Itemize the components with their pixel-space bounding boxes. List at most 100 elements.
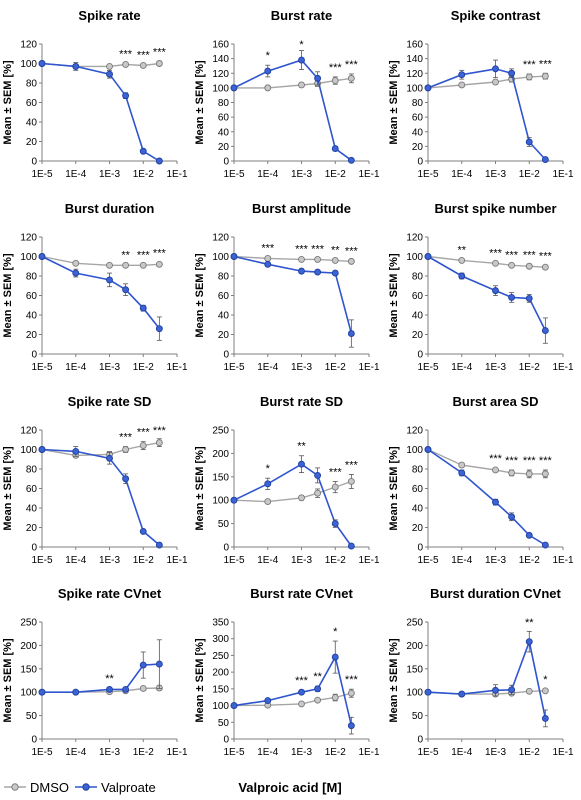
data-point-valproate	[541, 327, 549, 335]
y-tick-label-spike-rate-cvnet: 50	[26, 711, 38, 722]
y-tick-label-spike-rate: 40	[26, 118, 38, 129]
x-tick-label-burst-rate-cvnet: 1E-4	[257, 747, 279, 758]
significance-label-burst-spike-number: ***	[489, 247, 503, 259]
x-tick-label-burst-rate: 1E-2	[325, 169, 347, 180]
significance-label-burst-duration: ***	[137, 249, 151, 261]
chart-burst-area-sd: Burst area SD Mean ± SEM [%] 0 20 40 60 80 100 1…	[388, 394, 574, 566]
legend-valproate-marker	[82, 783, 90, 791]
data-point-dmso	[331, 483, 339, 491]
y-axis-title-spike-rate-sd: Mean ± SEM [%]	[2, 446, 14, 531]
y-tick-label-spike-rate: 120	[20, 40, 37, 51]
chart-burst-rate-cvnet: Burst rate CVnet Mean ± SEM [%] 0 50 100 150 2…	[194, 586, 380, 758]
series-valproate-burst-area-sd	[424, 446, 549, 549]
data-point-dmso	[525, 262, 533, 270]
x-tick-label-burst-duration-cvnet: 1E-4	[451, 747, 473, 758]
y-tick-label-spike-rate-sd: 80	[26, 465, 38, 476]
y-tick-label-burst-duration-cvnet: 250	[406, 618, 423, 629]
data-point-valproate	[314, 268, 322, 276]
data-point-valproate	[525, 294, 533, 302]
data-point-valproate	[541, 714, 549, 722]
data-point-valproate	[122, 92, 130, 100]
y-tick-label-burst-rate-sd: 100	[212, 496, 229, 507]
data-point-dmso	[155, 439, 163, 447]
y-tick-label-spike-rate-sd: 40	[26, 504, 38, 515]
data-point-valproate	[492, 686, 499, 694]
data-point-dmso	[492, 78, 499, 86]
x-tick-label-burst-rate-cvnet: 1E-5	[223, 747, 245, 758]
data-point-dmso	[314, 696, 322, 704]
x-tick-label-burst-area-sd: 1E-2	[519, 555, 541, 566]
x-tick-label-burst-rate-sd: 1E-3	[291, 555, 313, 566]
chart-burst-amplitude: Burst amplitude Mean ± SEM [%] 0 20 40 60 80 10…	[194, 201, 380, 373]
data-point-dmso	[139, 685, 147, 692]
significance-label-spike-rate: ***	[119, 49, 133, 61]
chart-title-spike-rate-cvnet: Spike rate CVnet	[58, 586, 162, 601]
data-point-valproate	[72, 62, 80, 70]
chart-spike-rate: Spike rate Mean ± SEM [%] 0 20 40 60 80 100 120 1…	[2, 8, 188, 180]
data-point-dmso	[458, 461, 466, 469]
x-tick-label-burst-rate-sd: 1E-1	[358, 555, 380, 566]
y-axis-title-burst-duration: Mean ± SEM [%]	[2, 253, 14, 338]
data-point-valproate	[508, 294, 516, 301]
significance-label-spike-contrast: ***	[523, 59, 537, 71]
y-tick-label-spike-rate-cvnet: 100	[20, 688, 37, 699]
data-point-valproate	[264, 260, 272, 268]
x-tick-label-spike-rate: 1E-2	[133, 169, 155, 180]
data-point-dmso	[331, 77, 339, 85]
series-valproate-burst-spike-number	[424, 253, 549, 344]
y-tick-label-burst-amplitude: 60	[218, 291, 230, 302]
x-tick-label-burst-rate: 1E-1	[358, 169, 380, 180]
data-point-dmso	[298, 700, 305, 708]
data-point-valproate	[525, 531, 533, 539]
data-point-valproate	[122, 286, 130, 294]
y-tick-label-spike-rate-sd: 60	[26, 484, 38, 495]
x-tick-label-burst-amplitude: 1E-1	[358, 362, 380, 373]
significance-label-burst-amplitude: ***	[311, 243, 325, 255]
data-point-valproate	[347, 156, 355, 164]
significance-label-burst-rate: *	[299, 39, 304, 51]
y-tick-label-spike-rate-sd: 20	[26, 523, 38, 534]
data-point-valproate	[424, 253, 432, 260]
y-tick-label-burst-rate-cvnet: 300	[212, 634, 229, 645]
data-point-dmso	[541, 470, 549, 478]
y-tick-label-spike-rate-cvnet: 200	[20, 641, 37, 652]
significance-label-burst-spike-number: ***	[539, 250, 553, 262]
data-point-valproate	[155, 157, 163, 165]
y-tick-label-spike-rate-sd: 0	[31, 543, 37, 554]
y-tick-label-burst-rate-cvnet: 250	[212, 651, 229, 662]
chart-title-spike-rate: Spike rate	[78, 8, 140, 23]
x-tick-label-burst-rate-sd: 1E-5	[223, 555, 245, 566]
series-valproate-burst-amplitude	[230, 253, 355, 348]
x-tick-label-burst-duration: 1E-3	[99, 362, 121, 373]
data-point-dmso	[139, 442, 147, 450]
y-tick-label-burst-duration: 120	[20, 233, 37, 244]
significance-label-burst-spike-number: **	[457, 244, 466, 256]
data-point-valproate	[492, 498, 499, 506]
x-tick-label-burst-spike-number: 1E-2	[519, 362, 541, 373]
series-dmso-burst-rate	[230, 73, 355, 92]
x-tick-label-burst-rate-sd: 1E-2	[325, 555, 347, 566]
x-tick-label-spike-rate-sd: 1E-2	[133, 555, 155, 566]
x-tick-label-burst-rate: 1E-3	[291, 169, 313, 180]
x-tick-label-spike-rate: 1E-1	[166, 169, 188, 180]
data-point-valproate	[72, 448, 80, 455]
data-point-valproate	[106, 70, 113, 78]
data-point-valproate	[508, 69, 516, 77]
data-point-dmso	[347, 689, 355, 697]
series-valproate-burst-rate-sd	[230, 455, 355, 550]
y-tick-label-spike-rate: 0	[31, 157, 37, 168]
y-tick-label-burst-spike-number: 80	[412, 272, 424, 283]
significance-label-burst-rate-cvnet: ***	[345, 674, 359, 686]
x-tick-label-burst-duration-cvnet: 1E-2	[519, 747, 541, 758]
data-point-valproate	[458, 71, 466, 79]
data-point-valproate	[38, 446, 46, 453]
x-tick-label-burst-spike-number: 1E-1	[552, 362, 574, 373]
data-point-valproate	[298, 688, 305, 696]
data-point-valproate	[38, 688, 46, 696]
y-tick-label-burst-rate-sd: 200	[212, 449, 229, 460]
data-point-valproate	[424, 688, 432, 696]
x-tick-label-spike-rate-cvnet: 1E-1	[166, 747, 188, 758]
series-line-valproate	[41, 255, 161, 330]
significance-label-burst-rate-cvnet: ***	[295, 675, 309, 687]
x-tick-label-burst-duration-cvnet: 1E-5	[417, 747, 439, 758]
